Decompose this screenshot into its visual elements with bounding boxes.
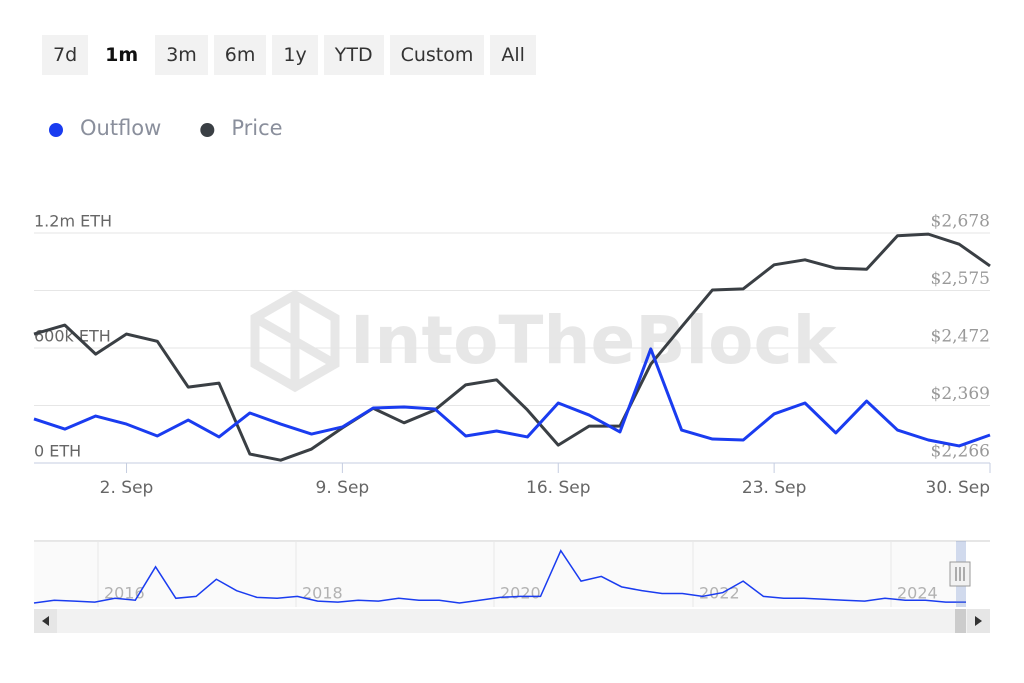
navigator-label: 2018 [302,584,343,603]
range-button[interactable]: 1y [272,35,318,75]
watermark: IntoTheBlock [250,289,839,393]
range-button[interactable]: YTD [323,35,384,75]
watermark-text: IntoTheBlock [350,302,839,379]
range-button[interactable]: 6m [213,35,267,75]
legend-marker [49,123,63,137]
legend-item[interactable]: Outflow [49,116,161,140]
legend-marker [200,123,215,137]
legend-label: Price [231,116,282,140]
x-tick-label: 23. Sep [742,478,806,498]
range-selector: 7d 1m 3m 6m 1y YTD Custom All [42,35,536,75]
y-tick-label: 1.2m ETH [34,212,112,231]
range-button[interactable]: 1m [94,35,150,75]
range-button[interactable]: 7d [42,35,89,75]
y2-tick-label: $2,266 [931,442,990,462]
y-tick-label: 0 ETH [34,442,81,461]
x-tick-label: 9. Sep [316,478,370,498]
x-tick-label: 2. Sep [100,478,154,498]
y-tick-label: 600k ETH [34,327,111,346]
navigator-line [33,549,966,604]
scroll-thumb[interactable] [955,609,966,633]
navigator-label: 2020 [500,584,541,603]
series-line [33,232,991,462]
navigator-mask [34,541,956,607]
scrollbar-track [34,609,990,633]
range-button[interactable]: Custom [389,35,485,75]
y2-tick-label: $2,472 [931,327,990,347]
range-button[interactable]: All [490,35,536,75]
y2-tick-label: $2,678 [931,212,990,232]
series-line [33,347,991,448]
y2-tick-label: $2,575 [931,269,990,289]
navigator-label: 2024 [897,584,938,603]
arrow-right [975,616,982,626]
y2-tick-label: $2,369 [931,384,990,404]
arrow-left [42,616,49,626]
x-tick-label: 16. Sep [526,478,590,498]
legend-label: Outflow [80,116,161,140]
range-button[interactable]: 3m [155,35,208,75]
legend-item[interactable]: Price [200,116,283,140]
x-tick-label: 30. Sep [926,478,990,498]
